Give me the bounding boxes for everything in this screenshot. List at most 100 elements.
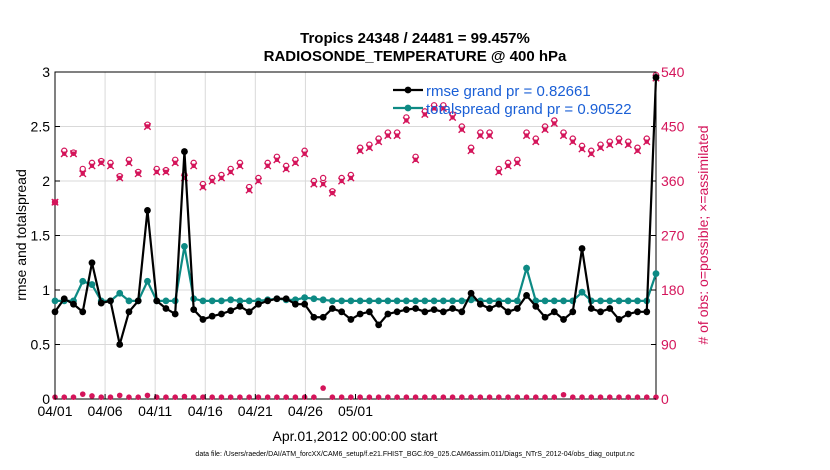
obs-assimilated-marker bbox=[532, 137, 540, 146]
totalspread-point bbox=[181, 243, 188, 250]
obs-assimilated-marker bbox=[143, 122, 152, 131]
x-core bbox=[209, 178, 215, 184]
rmse-point bbox=[190, 306, 198, 314]
obs-assimilated-marker bbox=[116, 174, 124, 182]
obs-assimilated-marker bbox=[97, 159, 105, 167]
obs-assimilated-marker bbox=[282, 165, 290, 173]
totalspread-point bbox=[347, 297, 355, 305]
obs-unused-marker bbox=[514, 394, 521, 400]
obs-assimilated-marker bbox=[236, 162, 244, 170]
obs-assimilated-marker bbox=[125, 159, 133, 167]
totalspread-point bbox=[208, 297, 216, 305]
x-core bbox=[450, 115, 455, 120]
totalspread-point bbox=[365, 297, 373, 305]
obs-unused-marker bbox=[329, 394, 336, 400]
totalspread-point bbox=[439, 297, 447, 305]
rmse-point bbox=[587, 305, 595, 312]
totalspread-point bbox=[430, 297, 438, 305]
obs-unused-marker bbox=[634, 394, 641, 400]
obs-unused-marker bbox=[449, 394, 456, 400]
rmse-point bbox=[375, 321, 383, 329]
x-core bbox=[598, 145, 603, 150]
rmse-point bbox=[532, 302, 540, 310]
obs-assimilated-marker bbox=[337, 177, 346, 185]
obs-unused-marker bbox=[237, 394, 243, 400]
obs-unused-marker bbox=[126, 394, 132, 400]
obs-assimilated-marker bbox=[643, 137, 651, 146]
rmse-point bbox=[181, 148, 188, 155]
totalspread-point bbox=[144, 277, 151, 285]
y-tick-label-left: 3 bbox=[42, 64, 50, 80]
obs-unused-marker bbox=[79, 391, 86, 397]
rmse-point bbox=[421, 308, 429, 316]
totalspread-point bbox=[384, 297, 392, 305]
x-core bbox=[228, 169, 233, 175]
legend-spread-marker bbox=[404, 104, 412, 112]
rmse-point bbox=[218, 310, 225, 318]
obs-unused-marker bbox=[61, 394, 68, 400]
totalspread-point bbox=[458, 297, 466, 305]
x-core bbox=[616, 139, 622, 144]
obs-assimilated-marker bbox=[217, 174, 226, 182]
totalspread-point bbox=[125, 297, 133, 305]
obs-assimilated-marker bbox=[300, 150, 309, 158]
obs-assimilated-marker bbox=[550, 119, 558, 128]
x-core bbox=[357, 148, 363, 153]
obs-unused-marker bbox=[505, 394, 511, 400]
x-core bbox=[191, 163, 196, 169]
obs-unused-marker bbox=[551, 394, 558, 400]
x-core bbox=[200, 184, 206, 190]
obs-assimilated-marker bbox=[458, 125, 466, 134]
obs-assimilated-marker bbox=[291, 159, 300, 167]
rmse-point bbox=[292, 300, 299, 308]
rmse-point bbox=[384, 310, 392, 318]
x-core bbox=[163, 169, 169, 175]
obs-assimilated-marker bbox=[347, 174, 355, 182]
rmse-point bbox=[523, 292, 530, 299]
rmse-point bbox=[467, 289, 475, 297]
data-file-footer: data file: /Users/raeder/DAI/ATM_forcXX/… bbox=[195, 451, 635, 458]
obs-assimilated-marker bbox=[69, 150, 78, 158]
totalspread-point bbox=[319, 296, 327, 304]
obs-unused-marker bbox=[283, 394, 289, 400]
rmse-point bbox=[476, 300, 484, 308]
totalspread-point bbox=[606, 297, 614, 305]
totalspread-point bbox=[615, 297, 623, 305]
totalspread-point bbox=[338, 297, 346, 305]
x-core bbox=[136, 171, 141, 176]
obs-unused-marker bbox=[422, 394, 428, 400]
x-core bbox=[524, 133, 529, 138]
rmse-point bbox=[430, 306, 438, 314]
y-tick-label-right: 270 bbox=[661, 228, 685, 244]
obs-unused-marker bbox=[523, 394, 530, 400]
totalspread-point bbox=[412, 297, 419, 305]
obs-unused-marker bbox=[292, 394, 299, 400]
obs-unused-marker bbox=[264, 394, 271, 400]
x-tick-label: 04/16 bbox=[188, 403, 223, 419]
rmse-point bbox=[412, 305, 419, 312]
obs-unused-marker bbox=[246, 394, 252, 400]
obs-unused-marker bbox=[560, 391, 567, 398]
obs-unused-marker bbox=[172, 394, 178, 400]
y-tick-label-right: 90 bbox=[661, 337, 677, 353]
obs-assimilated-marker bbox=[365, 143, 374, 152]
obs-assimilated-marker bbox=[273, 156, 281, 164]
totalspread-point bbox=[79, 277, 87, 285]
y-axis-label-right: # of obs: o=possible; ×=assimilated bbox=[695, 125, 711, 344]
obs-possible-marker bbox=[79, 165, 86, 173]
obs-unused-marker bbox=[98, 394, 105, 400]
rmse-point bbox=[107, 297, 114, 305]
obs-assimilated-marker bbox=[162, 168, 170, 176]
obs-assimilated-marker bbox=[596, 143, 605, 152]
totalspread-point bbox=[393, 297, 401, 305]
x-axis-label: Apr.01,2012 00:00:00 start bbox=[272, 428, 437, 444]
totalspread-point bbox=[356, 297, 364, 305]
totalspread-point bbox=[236, 297, 244, 305]
totalspread-point bbox=[375, 297, 383, 305]
obs-unused-marker bbox=[357, 394, 363, 400]
totalspread-point bbox=[541, 297, 549, 305]
x-core bbox=[459, 127, 465, 132]
x-core bbox=[330, 190, 335, 196]
y-tick-label-left: 1.5 bbox=[31, 228, 51, 244]
obs-assimilated-marker bbox=[578, 145, 586, 153]
